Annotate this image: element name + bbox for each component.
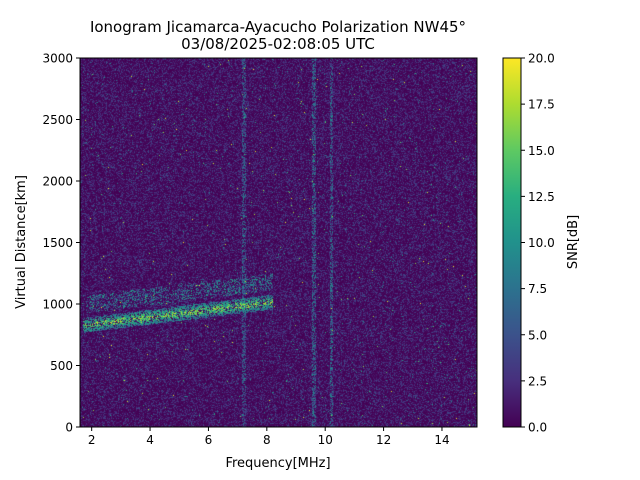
colorbar-tick-label: 2.5 [528,374,547,388]
y-tick-label: 3000 [42,52,73,66]
colorbar-tick-label: 5.0 [528,328,547,342]
x-tick-label: 10 [318,433,333,447]
colorbar-tick-label: 7.5 [528,282,547,296]
colorbar-tick-label: 0.0 [528,421,547,435]
x-tick-label: 2 [88,433,96,447]
y-tick-label: 0 [65,421,73,435]
x-tick-label: 8 [263,433,271,447]
colorbar-tick-label: 10.0 [528,236,555,250]
colorbar-label: SNR[dB] [566,215,581,269]
x-tick-label: 6 [205,433,213,447]
chart-title-line-1: Ionogram Jicamarca-Ayacucho Polarization… [90,18,466,36]
chart-title-line-2: 03/08/2025-02:08:05 UTC [181,35,375,53]
y-tick-label: 500 [50,359,73,373]
x-axis: 2 4 6 8 10 12 14 [88,427,450,447]
y-axis: 0 500 1000 1500 2000 2500 3000 [42,52,80,435]
colorbar-gradient [502,57,522,428]
y-tick-label: 2500 [42,113,73,127]
colorbar-tick-label: 17.5 [528,98,555,112]
x-tick-label: 4 [146,433,154,447]
colorbar-tick-label: 12.5 [528,190,555,204]
x-tick-label: 14 [434,433,449,447]
snr-heatmap [80,58,477,427]
y-tick-label: 1500 [42,236,73,250]
x-tick-label: 12 [376,433,391,447]
colorbar-tick-label: 15.0 [528,144,555,158]
y-tick-label: 1000 [42,298,73,312]
colorbar-tick-label: 20.0 [528,52,555,66]
colorbar: 0.0 2.5 5.0 7.5 10.0 12.5 15.0 17.5 20.0 SNR[dB] [502,52,581,435]
colorbar-ticks: 0.0 2.5 5.0 7.5 10.0 12.5 15.0 17.5 20.0 [521,52,555,435]
y-axis-label: Virtual Distance[km] [14,175,29,309]
heatmap-plot-area [79,57,478,428]
y-tick-label: 2000 [42,175,73,189]
x-axis-label: Frequency[MHz] [225,456,330,471]
